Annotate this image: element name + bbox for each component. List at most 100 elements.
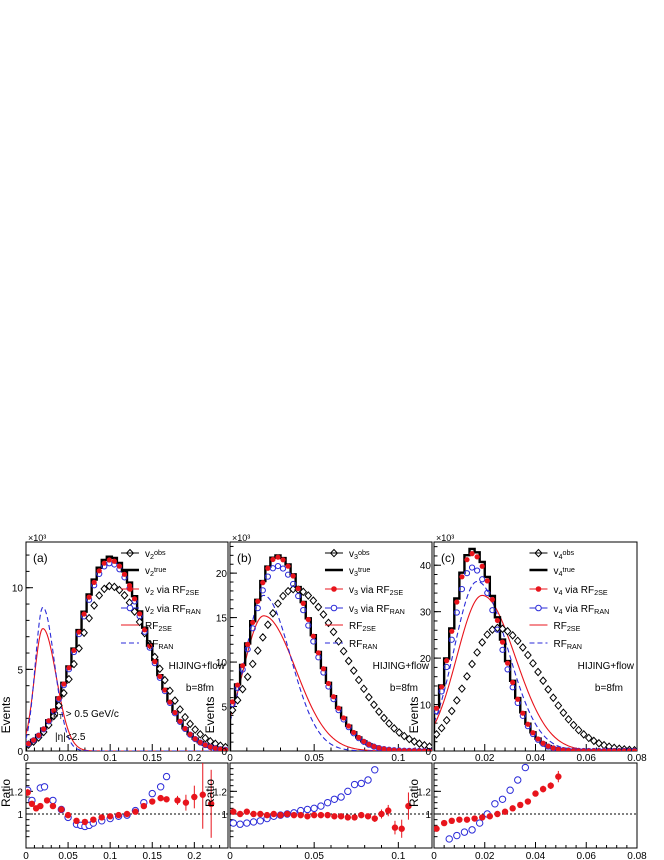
ratio-rfran-point bbox=[350, 780, 359, 789]
ratio-rfran-point bbox=[49, 796, 57, 805]
label-part: v bbox=[145, 566, 150, 577]
ratio-rfran-point bbox=[364, 776, 372, 784]
ratio-rfran-point bbox=[330, 795, 339, 803]
label-part: via RF bbox=[562, 585, 594, 596]
plot-area bbox=[230, 554, 432, 751]
rf2se-marker bbox=[162, 687, 168, 693]
obs-marker bbox=[415, 739, 424, 748]
label-part: v bbox=[553, 604, 558, 615]
ratio-x-tick-label: 0.06 bbox=[577, 851, 597, 860]
rf2se-marker bbox=[586, 748, 592, 751]
rf2se-marker bbox=[230, 699, 236, 705]
obs-marker bbox=[405, 734, 414, 744]
ratio-y-tick-label: 1 bbox=[221, 810, 227, 821]
rf2se-marker bbox=[71, 647, 77, 653]
rf2se-marker bbox=[197, 739, 203, 745]
x-tick-label: 0 bbox=[23, 753, 29, 764]
ratio-x-tick-label: 0.05 bbox=[58, 851, 78, 860]
plot-area bbox=[26, 555, 228, 751]
label-part: RF bbox=[349, 621, 362, 632]
ratio-rf2se-point bbox=[479, 814, 486, 821]
label-part: 2SE bbox=[390, 588, 404, 597]
obs-marker bbox=[529, 658, 537, 668]
rf2se-marker bbox=[147, 643, 153, 649]
rf2se-marker bbox=[361, 738, 367, 745]
ratio-rf2se-point bbox=[398, 825, 405, 832]
legend-true-label: v4true bbox=[553, 565, 574, 578]
ratio-y-tick-label: 1.2 bbox=[417, 787, 431, 798]
ratio-rf2se-point bbox=[123, 810, 131, 818]
rfran-marker bbox=[295, 592, 302, 600]
obs-marker bbox=[95, 591, 104, 600]
obs-marker bbox=[274, 599, 282, 608]
label-part: obs bbox=[358, 548, 370, 557]
rf2se-marker bbox=[356, 734, 362, 741]
ratio-rf2se-point bbox=[182, 799, 190, 806]
rf2se-marker bbox=[621, 748, 627, 751]
rfran-marker bbox=[484, 589, 491, 597]
panel-tag: (c) bbox=[441, 551, 455, 565]
rf2se-marker bbox=[499, 639, 506, 645]
rf2se-marker bbox=[61, 681, 67, 687]
ratio-rf2se-point bbox=[448, 817, 455, 824]
ratio-rf2se-point bbox=[43, 797, 51, 804]
obs-marker bbox=[49, 711, 58, 721]
label-part: RF bbox=[145, 639, 158, 650]
y-scale-label: ×10³ bbox=[436, 533, 454, 543]
ratio-rfran-point bbox=[303, 805, 312, 814]
ratio-rfran-point bbox=[344, 787, 352, 796]
legend-rf2se-label: v2 via RF2SE bbox=[145, 585, 199, 597]
rf2se-marker bbox=[515, 696, 521, 702]
ratio-rf2se-point bbox=[236, 810, 244, 818]
y-tick-label: 20 bbox=[216, 569, 228, 580]
legend-rfran-label: v2 via RFRAN bbox=[145, 604, 201, 616]
label-part: RF bbox=[553, 639, 566, 650]
ratio-rf2se-point bbox=[494, 810, 501, 818]
rf2se-marker bbox=[315, 650, 321, 656]
rf2se-marker bbox=[76, 629, 82, 635]
ratio-rf2se-point bbox=[98, 814, 105, 821]
label-part: obs bbox=[154, 548, 166, 557]
legend-rf2se-marker bbox=[535, 586, 542, 592]
ratio-x-tick-label: 0 bbox=[227, 851, 233, 860]
rfran-marker bbox=[279, 565, 287, 572]
rf2se-marker bbox=[250, 619, 256, 626]
obs-marker bbox=[191, 725, 200, 734]
obs-marker bbox=[130, 607, 139, 616]
rf2se-marker bbox=[152, 659, 158, 665]
legend-rfran-curve-label: RFRAN bbox=[553, 639, 582, 651]
obs-marker bbox=[390, 724, 398, 733]
ratio-rfran-point bbox=[323, 798, 332, 807]
obs-marker bbox=[243, 672, 252, 682]
obs-marker bbox=[385, 719, 393, 728]
obs-marker bbox=[65, 674, 73, 684]
obs-marker bbox=[574, 725, 583, 735]
obs-marker bbox=[253, 646, 262, 655]
obs-marker bbox=[135, 617, 144, 627]
x-tick-label: 0.2 bbox=[187, 753, 201, 764]
rf2se-marker bbox=[439, 684, 445, 690]
rf2se-marker bbox=[434, 705, 440, 711]
rf2se-marker bbox=[285, 563, 291, 569]
rf2se-marker bbox=[111, 558, 117, 564]
legend-true-label: v3true bbox=[349, 565, 370, 578]
obs-marker bbox=[595, 738, 603, 748]
rfran-marker bbox=[310, 638, 317, 645]
rf2se-marker bbox=[330, 694, 337, 700]
ratio-x-tick-label: 0 bbox=[431, 851, 437, 860]
label-part: 2SE bbox=[567, 624, 581, 633]
obs-marker bbox=[579, 729, 588, 739]
rf2se-marker bbox=[335, 705, 342, 711]
rf2se-marker bbox=[454, 599, 460, 605]
x-tick-label: 0.06 bbox=[577, 753, 597, 764]
legend-rf2se-curve-label: RF2SE bbox=[145, 621, 172, 633]
legend-rfran-label: v4 via RFRAN bbox=[553, 604, 609, 616]
label-part: 3 bbox=[354, 552, 358, 561]
y-tick-label: 30 bbox=[420, 608, 432, 619]
rf2se-marker bbox=[504, 660, 511, 666]
rf2se-marker bbox=[177, 718, 183, 724]
rf2se-marker bbox=[520, 710, 526, 716]
rf2se-marker bbox=[255, 598, 261, 604]
rf2se-marker bbox=[386, 747, 392, 751]
ratio-rfran-point bbox=[357, 779, 365, 788]
